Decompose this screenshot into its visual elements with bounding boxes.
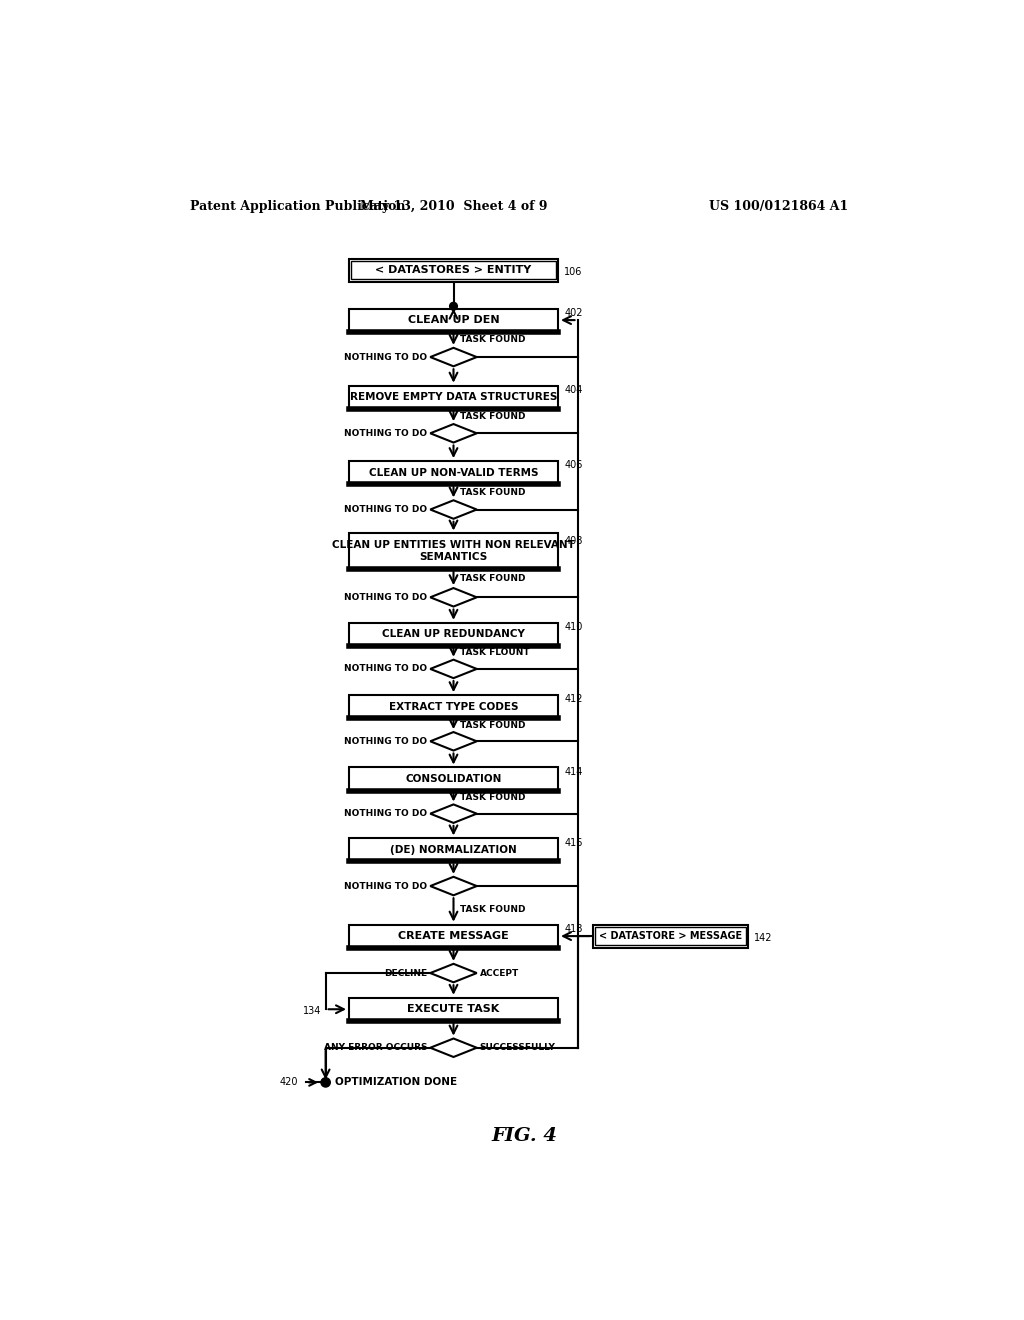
Text: NOTHING TO DO: NOTHING TO DO xyxy=(344,593,427,602)
Bar xyxy=(349,385,558,409)
Circle shape xyxy=(450,302,458,310)
Bar xyxy=(351,261,556,280)
Polygon shape xyxy=(430,348,477,367)
Polygon shape xyxy=(430,964,477,982)
Polygon shape xyxy=(430,733,477,751)
Text: TASK FOUND: TASK FOUND xyxy=(460,487,525,496)
Bar xyxy=(349,838,558,862)
Text: TASK FOUND: TASK FOUND xyxy=(460,412,525,421)
Text: NOTHING TO DO: NOTHING TO DO xyxy=(344,737,427,746)
Text: DECLINE: DECLINE xyxy=(384,969,427,978)
Text: NOTHING TO DO: NOTHING TO DO xyxy=(344,506,427,513)
Text: ACCEPT: ACCEPT xyxy=(480,969,519,978)
Text: 416: 416 xyxy=(564,838,583,847)
Text: < DATASTORES > ENTITY: < DATASTORES > ENTITY xyxy=(376,265,531,275)
Polygon shape xyxy=(430,660,477,678)
Text: EXTRACT TYPE CODES: EXTRACT TYPE CODES xyxy=(389,702,518,711)
Text: CLEAN UP REDUNDANCY: CLEAN UP REDUNDANCY xyxy=(382,630,525,639)
Text: NOTHING TO DO: NOTHING TO DO xyxy=(344,429,427,438)
Text: CLEAN UP ENTITIES WITH NON RELEVANT
SEMANTICS: CLEAN UP ENTITIES WITH NON RELEVANT SEMA… xyxy=(332,540,574,562)
Text: EXECUTE TASK: EXECUTE TASK xyxy=(408,1005,500,1014)
Polygon shape xyxy=(430,500,477,519)
Text: 412: 412 xyxy=(564,694,583,705)
Text: TASK FOUND: TASK FOUND xyxy=(460,906,525,915)
Bar xyxy=(593,924,748,948)
Circle shape xyxy=(321,1077,331,1088)
Text: NOTHING TO DO: NOTHING TO DO xyxy=(344,664,427,673)
Text: Patent Application Publication: Patent Application Publication xyxy=(190,199,406,213)
Text: 414: 414 xyxy=(564,767,583,776)
Text: CLEAN UP NON-VALID TERMS: CLEAN UP NON-VALID TERMS xyxy=(369,467,539,478)
Text: TASK FOUND: TASK FOUND xyxy=(460,721,525,730)
Text: TASK FOUND: TASK FOUND xyxy=(460,335,525,345)
Text: 106: 106 xyxy=(564,267,583,277)
Text: (DE) NORMALIZATION: (DE) NORMALIZATION xyxy=(390,845,517,855)
Text: 404: 404 xyxy=(564,385,583,395)
Text: 408: 408 xyxy=(564,536,583,545)
Text: FIG. 4: FIG. 4 xyxy=(492,1127,558,1146)
Bar xyxy=(595,927,745,945)
Text: NOTHING TO DO: NOTHING TO DO xyxy=(344,809,427,818)
Text: CONSOLIDATION: CONSOLIDATION xyxy=(406,774,502,784)
Text: 406: 406 xyxy=(564,461,583,470)
Bar xyxy=(349,623,558,645)
Text: REMOVE EMPTY DATA STRUCTURES: REMOVE EMPTY DATA STRUCTURES xyxy=(350,392,557,403)
Polygon shape xyxy=(430,1039,477,1057)
Text: 402: 402 xyxy=(564,308,583,318)
Text: 142: 142 xyxy=(755,933,773,942)
Text: May 13, 2010  Sheet 4 of 9: May 13, 2010 Sheet 4 of 9 xyxy=(359,199,547,213)
Text: 134: 134 xyxy=(303,1006,322,1016)
Bar xyxy=(349,533,558,569)
Text: OPTIMIZATION DONE: OPTIMIZATION DONE xyxy=(335,1077,457,1088)
Text: TASK FOUND: TASK FOUND xyxy=(460,574,525,583)
Bar xyxy=(349,461,558,484)
Text: NOTHING TO DO: NOTHING TO DO xyxy=(344,352,427,362)
Polygon shape xyxy=(430,876,477,895)
Polygon shape xyxy=(430,424,477,442)
Text: TASK FOUND: TASK FOUND xyxy=(460,793,525,803)
Text: 420: 420 xyxy=(280,1077,299,1088)
Bar xyxy=(349,767,558,791)
Polygon shape xyxy=(430,589,477,607)
Text: ANY ERROR OCCURS: ANY ERROR OCCURS xyxy=(324,1043,427,1052)
Bar xyxy=(349,259,558,281)
Text: 418: 418 xyxy=(564,924,583,933)
Text: TASK FLOUNT: TASK FLOUNT xyxy=(460,648,529,657)
Bar xyxy=(349,696,558,718)
Text: CREATE MESSAGE: CREATE MESSAGE xyxy=(398,931,509,941)
Text: US 100/0121864 A1: US 100/0121864 A1 xyxy=(710,199,849,213)
Text: SUCCESSFULLY: SUCCESSFULLY xyxy=(480,1043,556,1052)
Polygon shape xyxy=(430,804,477,822)
Bar xyxy=(349,309,558,331)
Text: < DATASTORE > MESSAGE: < DATASTORE > MESSAGE xyxy=(599,931,742,941)
Text: CLEAN UP DEN: CLEAN UP DEN xyxy=(408,315,500,325)
Bar xyxy=(349,998,558,1020)
Bar xyxy=(349,924,558,948)
Text: NOTHING TO DO: NOTHING TO DO xyxy=(344,882,427,891)
Text: 410: 410 xyxy=(564,622,583,632)
